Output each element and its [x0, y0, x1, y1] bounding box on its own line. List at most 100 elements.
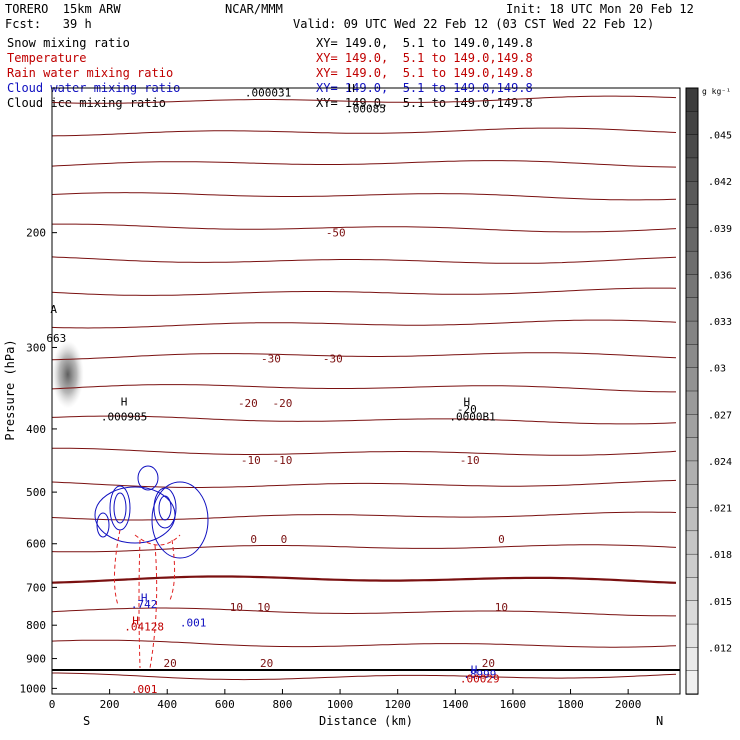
- x-tick-label: 1400: [442, 698, 469, 711]
- temperature-contours: [51, 95, 680, 681]
- extremum-label: .0000B1: [449, 411, 495, 424]
- extremum-label: H: [471, 664, 478, 677]
- colorbar-step: [685, 111, 699, 136]
- extremum-label: H: [348, 82, 355, 95]
- temperature-contour: [51, 639, 677, 648]
- x-tick-label: 1000: [327, 698, 354, 711]
- temperature-contour: [51, 352, 677, 361]
- field-xy-temperature: XY= 149.0, 5.1 to 149.0,149.8: [316, 51, 533, 65]
- temperature-contour: [51, 319, 677, 329]
- colorbar-step: [685, 274, 699, 299]
- y-tick-label: 700: [26, 581, 46, 594]
- temperature-contour-label: 20: [163, 657, 176, 670]
- extremum-label: 663: [46, 332, 66, 345]
- x-tick-label: 200: [100, 698, 120, 711]
- colorbar-step: [685, 297, 699, 322]
- temperature-contour: [51, 192, 677, 201]
- y-tick-label: 1000: [20, 682, 47, 695]
- temperature-contour-label: 20: [260, 657, 273, 670]
- extremum-label: .000031: [245, 87, 291, 100]
- temperature-contour: [51, 479, 677, 488]
- extremum-label: H: [141, 591, 148, 604]
- temperature-contour-label: -30: [323, 353, 343, 366]
- temperature-contour: [51, 127, 677, 137]
- temperature-contour: [51, 511, 677, 521]
- field-name-snow: Snow mixing ratio: [7, 36, 130, 50]
- temperature-contour: [51, 384, 676, 393]
- temperature-contour: [52, 223, 677, 233]
- colorbar-step: [685, 320, 699, 346]
- rain-water-contour: [149, 544, 158, 669]
- x-axis-label: Distance (km): [319, 714, 413, 728]
- colorbar-step: [685, 670, 699, 695]
- colorbar-step: [685, 157, 699, 182]
- temperature-contour-label: 10: [257, 601, 270, 614]
- colorbar-label: .027: [708, 410, 732, 421]
- colorbar-step: [685, 344, 699, 369]
- temperature-contour: [51, 256, 677, 264]
- x-end-left: S: [83, 714, 90, 728]
- colorbar-step: [685, 250, 699, 276]
- temperature-contour: [52, 447, 677, 456]
- snow-mixing-ratio-shade: [51, 340, 84, 409]
- temperature-contour-label: 10: [230, 601, 243, 614]
- colorbar-step: [685, 507, 699, 532]
- temperature-contour-label: -10: [241, 454, 261, 467]
- colorbar-frame: [685, 87, 699, 695]
- colorbar-step: [685, 204, 699, 229]
- forecast-hour: Fcst: 39 h: [5, 17, 92, 31]
- colorbar-step: [685, 367, 699, 392]
- valid-time: Valid: 09 UTC Wed 22 Feb 12 (03 CST Wed …: [293, 17, 655, 31]
- extremum-label: H: [121, 395, 128, 408]
- cloud-water-contours: [94, 465, 209, 559]
- colorbar-label: .012: [708, 643, 732, 654]
- colorbar-step: [685, 414, 699, 439]
- colorbar-label: .042: [708, 177, 732, 188]
- colorbar-step: [685, 390, 699, 416]
- field-xy-cloud-ice: XY= 149.0, 5.1 to 149.0,149.8: [316, 96, 533, 110]
- colorbar-label: .024: [708, 457, 732, 468]
- temperature-contour-label: 0: [281, 533, 288, 546]
- colorbar-step: [685, 647, 699, 672]
- temperature-contour-label: -30: [261, 353, 281, 366]
- colorbar-label: .039: [708, 224, 732, 235]
- field-xy-rain: XY= 149.0, 5.1 to 149.0,149.8: [316, 66, 533, 80]
- colorbar-label: .015: [708, 597, 732, 608]
- extremum-label: H: [464, 395, 471, 408]
- y-tick-label: 900: [26, 653, 46, 666]
- extremum-label: A: [50, 303, 57, 316]
- x-tick-label: 1800: [557, 698, 584, 711]
- y-tick-label: 800: [26, 619, 46, 632]
- temperature-contour-label: -20: [273, 397, 293, 410]
- cloud-water-contour: [96, 512, 110, 538]
- temperature-contour-label: -10: [273, 454, 293, 467]
- temperature-contour: [51, 95, 677, 104]
- temperature-contour: [51, 160, 677, 168]
- y-tick-label: 300: [26, 341, 46, 354]
- temperature-contour: [51, 415, 677, 425]
- temperature-contour: [51, 544, 677, 553]
- x-tick-label: 2000: [615, 698, 642, 711]
- colorbar-step: [685, 460, 699, 485]
- temperature-contour-label: -50: [326, 227, 346, 240]
- y-tick-label: 500: [26, 486, 46, 499]
- contour-labels: -50 -30 -30 -20 -20 -10 -10 -10 0 0 0 10 10 10 20 20 20: [163, 227, 508, 670]
- extremum-label: .00085: [346, 102, 386, 115]
- init-time: Init: 18 UTC Mon 20 Feb 12: [506, 2, 694, 16]
- rain-water-contour: [138, 539, 141, 669]
- x-tick-label: 1200: [384, 698, 411, 711]
- field-xy-snow: XY= 149.0, 5.1 to 149.0,149.8: [316, 36, 533, 50]
- extremum-label: .742: [131, 598, 158, 611]
- model-title: TORERO 15km ARW: [5, 2, 121, 16]
- x-tick-label: 400: [157, 698, 177, 711]
- y-tick-label: 200: [26, 227, 46, 240]
- colorbar-step: [685, 87, 699, 113]
- colorbar-label: .018: [708, 550, 732, 561]
- center-title: NCAR/MMM: [225, 2, 283, 16]
- x-end-right: N: [656, 714, 663, 728]
- rain-water-contour: [113, 529, 121, 606]
- colorbar-label: .021: [708, 504, 732, 515]
- colorbar-label: .03: [708, 364, 726, 375]
